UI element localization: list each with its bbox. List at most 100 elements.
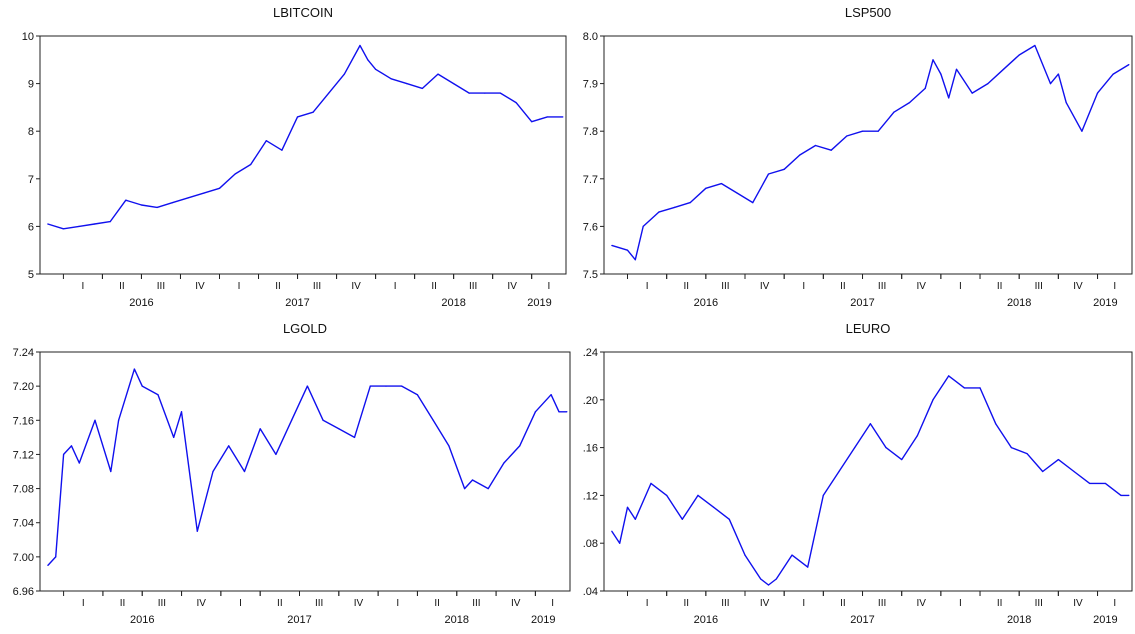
quarter-label: II: [431, 281, 437, 292]
data-point: [156, 206, 158, 208]
data-point: [736, 192, 738, 194]
data-point: [760, 578, 762, 580]
quarter-label: IV: [351, 281, 361, 292]
data-point: [353, 436, 356, 438]
data-point: [538, 118, 541, 120]
quarter-label: I: [802, 281, 805, 292]
plot-frame: [603, 35, 1133, 275]
data-point: [78, 462, 80, 464]
y-tick-label: .20: [583, 395, 598, 407]
data-point: [1081, 130, 1083, 132]
data-point: [861, 130, 864, 132]
data-point: [728, 518, 730, 520]
quarter-label: III: [721, 281, 729, 292]
y-tick-label: 7.04: [13, 518, 34, 530]
data-point: [924, 87, 926, 89]
year-label: 2016: [694, 297, 718, 309]
data-point: [499, 92, 502, 94]
data-point: [369, 385, 371, 387]
quarter-label: III: [878, 598, 886, 609]
year-label: 2017: [285, 297, 309, 309]
data-point: [228, 445, 230, 447]
y-tick-label: .12: [583, 490, 598, 502]
data-point: [1057, 458, 1059, 461]
data-point: [566, 411, 568, 413]
data-point: [118, 419, 120, 421]
data-point: [322, 419, 324, 421]
y-tick-label: 7.16: [13, 415, 34, 427]
quarter-label: I: [1113, 598, 1116, 609]
data-point: [1073, 470, 1075, 473]
data-point: [720, 182, 723, 185]
data-point: [212, 470, 214, 473]
data-point: [948, 375, 950, 377]
year-label: 2017: [850, 614, 874, 626]
data-point: [243, 470, 246, 473]
y-tick-label: 7.00: [13, 552, 34, 564]
data-point: [343, 73, 345, 75]
data-point: [963, 387, 965, 389]
data-point: [432, 419, 434, 421]
data-point: [634, 518, 636, 520]
data-point: [471, 479, 474, 481]
data-point: [658, 211, 660, 213]
data-point: [611, 244, 613, 247]
data-point: [550, 394, 552, 396]
data-point: [1128, 494, 1130, 496]
data-point: [767, 173, 770, 175]
data-point: [634, 259, 636, 261]
chart-title: LGOLD: [283, 321, 327, 336]
quarter-label: I: [238, 281, 241, 292]
data-point: [180, 411, 183, 413]
series-line: [611, 375, 1129, 586]
data-point: [359, 44, 361, 47]
quarter-label: IV: [917, 598, 927, 609]
quarter-label: I: [802, 598, 805, 609]
quarter-label: III: [721, 598, 729, 609]
data-point: [328, 92, 330, 94]
data-point: [47, 223, 49, 225]
data-point: [619, 542, 621, 544]
data-point: [791, 554, 793, 556]
data-point: [374, 68, 377, 70]
data-point: [259, 428, 261, 430]
quarter-label: II: [119, 281, 125, 292]
data-point: [822, 494, 824, 496]
quarter-label: I: [646, 281, 649, 292]
data-point: [390, 78, 392, 80]
quarter-label: I: [239, 598, 242, 609]
quarter-label: IV: [195, 281, 205, 292]
data-point: [157, 394, 159, 396]
year-label: 2019: [531, 614, 555, 626]
quarter-label: III: [315, 598, 323, 609]
data-point: [62, 453, 65, 456]
data-point: [94, 223, 96, 225]
quarter-label: IV: [196, 598, 206, 609]
data-point: [830, 149, 832, 151]
y-tick-label: 8: [28, 126, 34, 138]
data-point: [140, 204, 143, 206]
data-point: [901, 458, 903, 461]
y-tick-label: 7.9: [583, 79, 598, 91]
data-point: [203, 192, 205, 194]
year-label: 2017: [287, 614, 311, 626]
quarter-label: III: [1035, 598, 1043, 609]
y-tick-label: .16: [583, 443, 598, 455]
data-point: [775, 578, 777, 580]
y-tick-label: 7.24: [13, 347, 34, 359]
data-point: [893, 111, 895, 113]
data-point: [558, 411, 560, 413]
y-tick-label: 7.20: [13, 381, 34, 393]
quarter-label: IV: [760, 281, 770, 292]
y-tick-label: 7: [28, 174, 34, 186]
data-point: [971, 92, 973, 94]
data-point: [562, 116, 564, 118]
y-tick-label: 9: [28, 79, 34, 91]
y-tick-label: 7.12: [13, 449, 34, 461]
quarter-label: IV: [511, 598, 521, 609]
quarter-label: II: [120, 598, 126, 609]
chart-title: LSP500: [845, 5, 891, 20]
y-tick-label: 7.08: [13, 484, 34, 496]
